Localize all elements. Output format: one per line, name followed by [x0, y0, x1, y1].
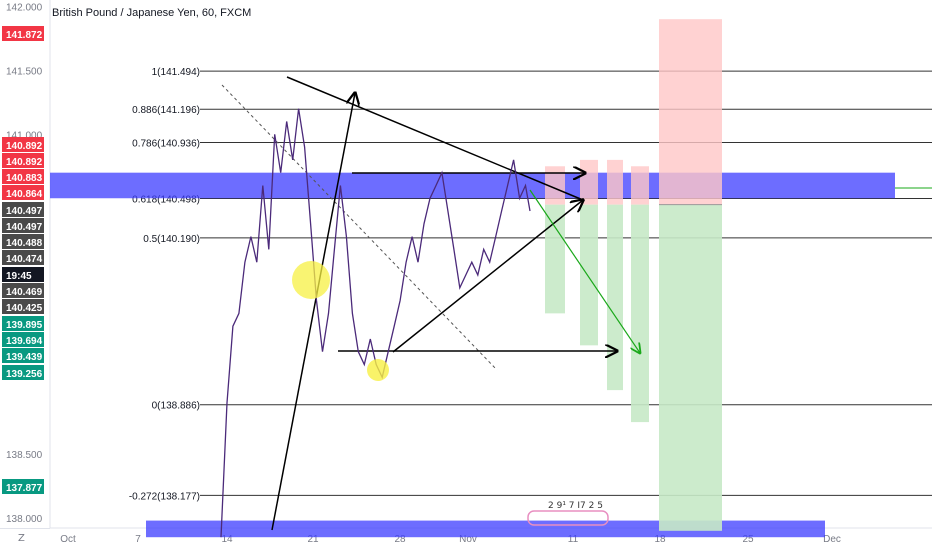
price-badge-label: 139.439 — [6, 352, 43, 363]
watermark-logo — [527, 510, 609, 526]
price-badge-label: 140.892 — [6, 141, 43, 152]
x-tick-label: Nov — [459, 534, 477, 545]
price-badge-label: 140.892 — [6, 157, 43, 168]
price-badge — [2, 250, 44, 265]
price-badge — [2, 26, 44, 41]
stop-loss-box — [659, 19, 722, 205]
price-badge — [2, 234, 44, 249]
x-tick-label: 14 — [221, 534, 233, 545]
watermark-text: 2 9¹ 7 I7 2 5 — [548, 501, 603, 511]
projection-red-box — [631, 166, 649, 205]
price-badge-label: 140.864 — [6, 189, 43, 200]
price-badge-label: 137.877 — [6, 483, 43, 494]
plot-area — [50, 0, 932, 528]
y-tick-label: 138.000 — [6, 514, 43, 525]
fib-level-label: -0.272(138.177) — [129, 491, 200, 502]
price-badge — [2, 299, 44, 314]
price-badge — [2, 169, 44, 184]
fib-level-label: 0.786(140.936) — [132, 138, 200, 149]
projection-red-box — [545, 166, 565, 205]
y-tick-label: 141.500 — [6, 66, 43, 77]
x-tick-label: Oct — [60, 534, 76, 545]
price-badge-label: 140.469 — [6, 287, 43, 298]
x-tick-label: 28 — [394, 534, 406, 545]
price-badge — [2, 316, 44, 331]
price-badge — [2, 365, 44, 380]
price-badge — [2, 332, 44, 347]
x-tick-label: 21 — [307, 534, 319, 545]
take-profit-box — [659, 204, 722, 531]
price-badge-label: 19:45 — [6, 271, 32, 282]
zoom-button[interactable]: Z — [0, 528, 50, 551]
projection-green-box — [607, 204, 623, 391]
dashed-trendline — [221, 84, 498, 371]
price-badge — [2, 348, 44, 363]
projection-green-box — [631, 204, 649, 423]
x-tick-label: 7 — [135, 534, 141, 545]
chart-title: British Pound / Japanese Yen, 60, FXCM — [52, 7, 252, 19]
y-tick-label: 142.000 — [6, 2, 43, 13]
price-badge-label: 140.474 — [6, 254, 43, 265]
y-tick-label: 138.500 — [6, 450, 43, 461]
support-zone — [146, 520, 825, 538]
highlight-circle — [292, 261, 330, 299]
price-badge — [2, 202, 44, 217]
price-badge-label: 140.883 — [6, 173, 43, 184]
triangle-lower-line — [392, 200, 583, 353]
fib-level-label: 0.5(140.190) — [143, 234, 200, 245]
projection-green-arrow — [529, 189, 640, 353]
price-badge-label: 139.256 — [6, 369, 43, 380]
projection-green-box — [580, 204, 598, 346]
price-badge — [2, 267, 44, 282]
price-badge — [2, 137, 44, 152]
price-badge — [2, 218, 44, 233]
price-badge — [2, 153, 44, 168]
triangle-upper-line — [286, 76, 584, 201]
price-badge — [2, 185, 44, 200]
projection-red-box — [607, 159, 623, 205]
fib-level-label: 0.618(140.498) — [132, 195, 200, 206]
price-badge — [2, 283, 44, 298]
fib-level-label: 0.886(141.196) — [132, 105, 200, 116]
x-tick-label: 25 — [742, 534, 754, 545]
fib-level-label: 1(141.494) — [152, 67, 200, 78]
impulse-arrow — [271, 93, 355, 531]
price-badge-label: 140.497 — [6, 222, 43, 233]
x-tick-label: 18 — [654, 534, 666, 545]
price-badge-label: 139.694 — [6, 336, 43, 347]
highlight-circle — [367, 359, 389, 381]
zoom-label: Z — [18, 533, 25, 544]
price-badge-label: 140.425 — [6, 303, 43, 314]
fib-level-label: 0(138.886) — [152, 401, 200, 412]
price-badge-label: 139.895 — [6, 320, 43, 331]
resistance-zone — [50, 172, 895, 199]
price-badge — [2, 479, 44, 494]
price-badge-label: 140.488 — [6, 238, 43, 249]
projection-green-box — [545, 204, 565, 314]
price-badge-label: 141.872 — [6, 30, 43, 41]
price-badge-label: 140.497 — [6, 206, 43, 217]
projection-red-box — [580, 159, 598, 205]
x-tick-label: Dec — [823, 534, 841, 545]
y-tick-label: 141.000 — [6, 130, 43, 141]
x-tick-label: 11 — [568, 534, 579, 545]
